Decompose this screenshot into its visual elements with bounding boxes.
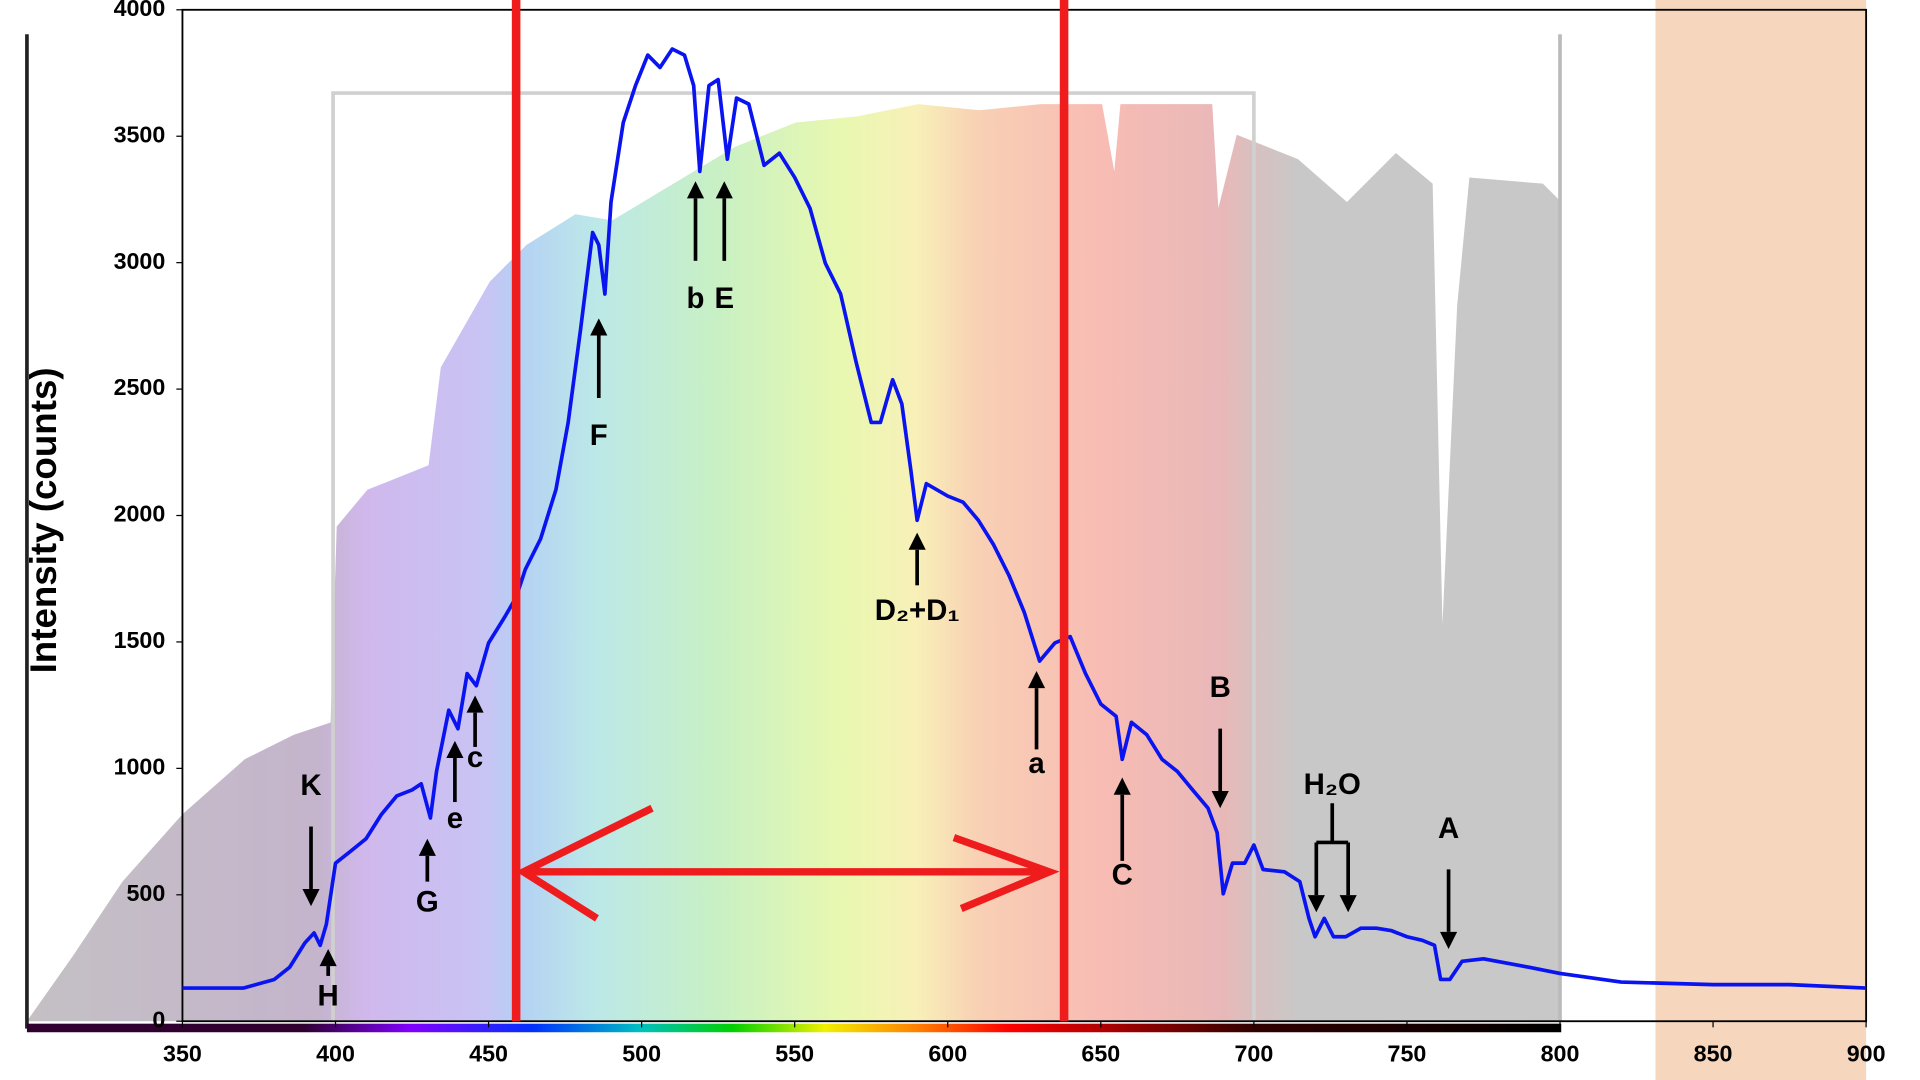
- x-tick-label: 400: [316, 1041, 355, 1067]
- annotation-label: G: [416, 885, 439, 918]
- annotation-label: c: [467, 741, 483, 774]
- background-frame: [331, 91, 1256, 1022]
- y-tick-label: 0: [152, 1006, 165, 1032]
- x-tick-label: 800: [1541, 1041, 1580, 1067]
- x-tick-label: 650: [1081, 1041, 1120, 1067]
- x-tick-label: 750: [1388, 1041, 1427, 1067]
- x-tick-label: 550: [775, 1041, 814, 1067]
- annotation-label: e: [447, 802, 463, 835]
- annotation-label: H: [318, 980, 339, 1013]
- x-tick-label: 850: [1694, 1041, 1733, 1067]
- y-tick-label: 2000: [114, 501, 166, 527]
- color-band: [26, 1023, 1562, 1033]
- y-tick-label: 1500: [114, 627, 166, 653]
- annotation-label: E: [714, 282, 734, 315]
- annotation-arrowhead: [466, 695, 484, 713]
- y-tick-label: 500: [127, 880, 166, 906]
- shaded-region: [1655, 0, 1867, 1080]
- y-tick-label: 1000: [114, 754, 166, 780]
- y-tick-label: 3000: [114, 248, 166, 274]
- annotation-arrowhead: [715, 181, 733, 199]
- y-tick-label: 3500: [114, 121, 166, 147]
- y-tick-label: 4000: [114, 0, 166, 21]
- annotation-arrowhead: [1113, 777, 1131, 795]
- x-tick-label: 350: [163, 1041, 202, 1067]
- annotation-arrowhead: [1211, 791, 1229, 809]
- annotation-label: H₂O: [1304, 768, 1361, 801]
- annotation-label: C: [1112, 859, 1133, 892]
- x-tick-label: 600: [928, 1041, 967, 1067]
- spectrum-line: [182, 47, 1867, 990]
- x-tick-label: 700: [1234, 1041, 1273, 1067]
- annotation-label: B: [1210, 671, 1231, 704]
- range-arrow: [515, 804, 1060, 922]
- annotation-arrowhead: [418, 838, 436, 856]
- annotation-arrowhead: [1339, 895, 1357, 913]
- background-spectrum: [26, 104, 1562, 1022]
- annotation-arrowhead: [319, 948, 337, 967]
- annotation-bracket: [1316, 803, 1349, 845]
- x-tick-label: 900: [1847, 1041, 1886, 1067]
- annotation-label: K: [300, 769, 321, 802]
- annotation-label: a: [1028, 747, 1045, 780]
- y-axis-label: Intensity (counts): [23, 367, 64, 673]
- y-tick-label: 2500: [114, 374, 166, 400]
- annotation-label: A: [1438, 812, 1459, 845]
- annotation-arrowhead: [1027, 671, 1046, 689]
- annotation-label: D₂+D₁: [875, 594, 960, 627]
- x-tick-label: 450: [469, 1041, 508, 1067]
- annotation-arrowhead: [908, 532, 926, 550]
- annotation-arrowhead: [302, 888, 320, 907]
- plot-area: 0 500 1000 1500 2000 2500 3000 3500 4000 350 400 45…: [114, 0, 1886, 1067]
- annotation-arrowhead: [686, 181, 705, 199]
- annotation-label: F: [590, 419, 608, 452]
- annotation-arrowhead: [1307, 895, 1325, 913]
- annotation-label: b: [687, 282, 705, 315]
- annotation-arrowhead: [590, 318, 608, 336]
- annotation-arrowhead: [1440, 931, 1458, 949]
- annotation-arrowhead: [446, 740, 464, 758]
- x-tick-label: 500: [622, 1041, 661, 1067]
